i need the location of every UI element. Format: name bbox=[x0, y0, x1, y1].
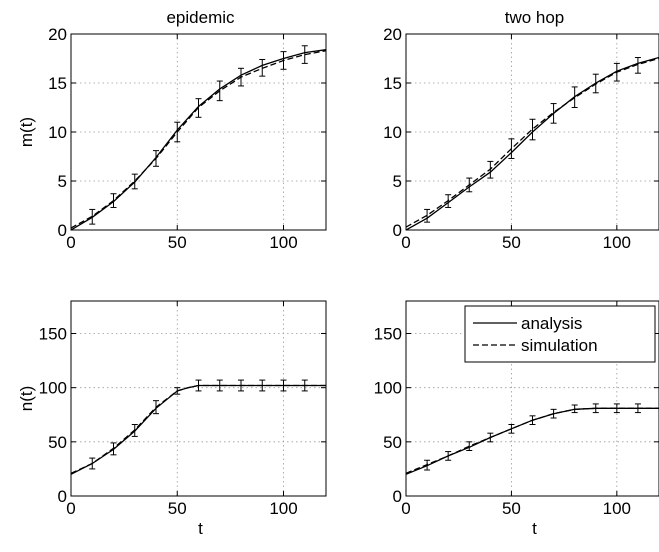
panel-title: epidemic bbox=[166, 8, 235, 27]
y-axis-label: m(t) bbox=[17, 117, 36, 147]
x-tick-label: 0 bbox=[66, 499, 75, 518]
y-tick-label: 15 bbox=[48, 74, 67, 93]
y-tick-label: 20 bbox=[383, 25, 402, 44]
plot-area bbox=[71, 45, 326, 230]
panel-title: two hop bbox=[505, 8, 565, 27]
y-tick-label: 20 bbox=[48, 25, 67, 44]
panel-3: 0 50 100 0 50 100 150 t n(t) bbox=[17, 300, 327, 538]
legend: analysis simulation bbox=[464, 305, 656, 363]
y-tick-label: 0 bbox=[393, 487, 402, 506]
x-tick-label: 0 bbox=[66, 233, 75, 252]
x-tick-label: 100 bbox=[269, 233, 297, 252]
y-tick-label: 10 bbox=[48, 123, 67, 142]
axes-frame bbox=[405, 300, 659, 497]
legend-box bbox=[464, 305, 656, 363]
y-tick-label: 0 bbox=[58, 487, 67, 506]
x-tick-label: 100 bbox=[603, 499, 631, 518]
y-tick-label: 150 bbox=[39, 325, 67, 344]
plot-area bbox=[71, 379, 326, 475]
y-tick-label: 50 bbox=[383, 433, 402, 452]
x-tick-label: 0 bbox=[401, 499, 410, 518]
x-tick-label: 50 bbox=[168, 499, 187, 518]
panel-1: 0 50 100 0 5 10 15 20 epidemic m(t) bbox=[17, 8, 327, 252]
axes-frame bbox=[70, 300, 327, 497]
y-tick-label: 10 bbox=[383, 123, 402, 142]
y-tick-label: 5 bbox=[58, 172, 67, 191]
panels: 0 50 100 0 5 10 15 20 epidemic m(t) 0 50 100 0 5 10 15 20… bbox=[17, 8, 659, 538]
y-tick-label: 5 bbox=[393, 172, 402, 191]
x-tick-label: 50 bbox=[502, 233, 521, 252]
x-axis-label: t bbox=[198, 519, 203, 538]
panel-4: 0 50 100 0 50 100 150 t analysis simulation bbox=[374, 300, 659, 538]
panel-2: 0 50 100 0 5 10 15 20 two hop bbox=[383, 8, 659, 252]
y-tick-label: 100 bbox=[374, 379, 402, 398]
y-tick-label: 100 bbox=[39, 379, 67, 398]
x-axis-label: t bbox=[532, 519, 537, 538]
plot-area bbox=[406, 56, 659, 230]
x-tick-label: 100 bbox=[269, 499, 297, 518]
y-axis-label: n(t) bbox=[17, 386, 36, 412]
legend-label-analysis: analysis bbox=[521, 314, 582, 333]
x-tick-label: 0 bbox=[401, 233, 410, 252]
y-tick-label: 150 bbox=[374, 325, 402, 344]
x-tick-label: 50 bbox=[502, 499, 521, 518]
plot-area bbox=[406, 403, 659, 475]
x-tick-label: 100 bbox=[603, 233, 631, 252]
y-tick-label: 0 bbox=[393, 221, 402, 240]
y-tick-label: 15 bbox=[383, 74, 402, 93]
y-tick-label: 50 bbox=[48, 433, 67, 452]
x-tick-label: 50 bbox=[168, 233, 187, 252]
legend-label-simulation: simulation bbox=[521, 336, 598, 355]
series-line-simulation bbox=[71, 384, 326, 474]
y-tick-label: 0 bbox=[58, 221, 67, 240]
